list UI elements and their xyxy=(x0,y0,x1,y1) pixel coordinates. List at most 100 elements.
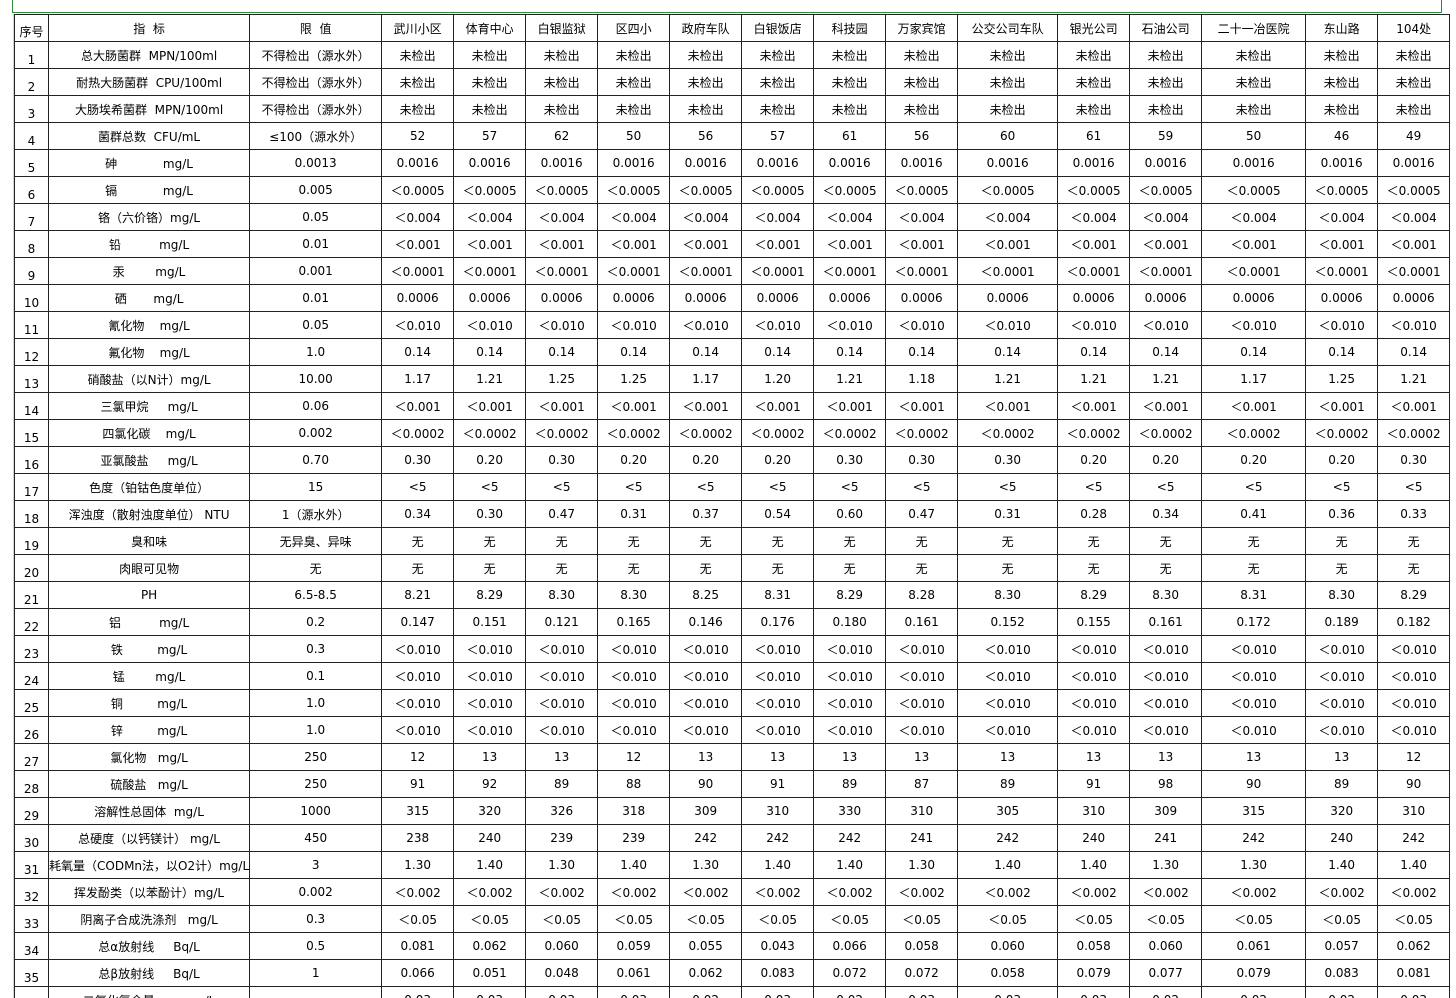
header-cell: 104处 xyxy=(1377,14,1451,42)
value-cell: 0.077 xyxy=(1129,959,1203,987)
value-cell: 13 xyxy=(1201,743,1307,771)
value-cell: 0.03 xyxy=(525,986,599,998)
value-cell: ＜0.0001 xyxy=(669,257,743,285)
value-cell: 8.30 xyxy=(1305,581,1379,609)
value-cell: 310 xyxy=(885,797,959,825)
row-number: 34 xyxy=(14,932,49,960)
limit: 0.001 xyxy=(249,257,383,285)
row-number: 5 xyxy=(14,149,49,177)
data-row: 2 耐热大肠菌群 CPU/100ml 不得检出（源水外） 未检出 未检出 未检出 未检出 未检… xyxy=(14,68,1451,96)
value-cell: 240 xyxy=(1305,824,1379,852)
value-cell: 1.40 xyxy=(453,851,527,879)
value-cell: 13 xyxy=(669,743,743,771)
value-cell: ＜0.001 xyxy=(453,230,527,258)
value-cell: ＜0.001 xyxy=(1305,230,1379,258)
row-number: 30 xyxy=(14,824,49,852)
value-cell: 未检出 xyxy=(741,68,815,96)
value-cell: 8.25 xyxy=(669,581,743,609)
value-cell: 0.0006 xyxy=(1377,284,1451,312)
value-cell: 0.066 xyxy=(381,959,455,987)
value-cell: 1.30 xyxy=(1201,851,1307,879)
value-cell: 0.062 xyxy=(453,932,527,960)
value-cell: ＜0.0001 xyxy=(885,257,959,285)
value-cell: ＜0.0002 xyxy=(741,419,815,447)
value-cell: 1.40 xyxy=(1057,851,1131,879)
value-cell: ＜0.010 xyxy=(957,689,1059,717)
value-cell: 无 xyxy=(1201,527,1307,555)
value-cell: ＜0.001 xyxy=(1201,392,1307,420)
header-cell: 石油公司 xyxy=(1129,14,1203,42)
value-cell: 1.40 xyxy=(957,851,1059,879)
row-number: 19 xyxy=(14,527,49,555)
value-cell: 0.30 xyxy=(525,446,599,474)
value-cell: ＜0.001 xyxy=(1129,392,1203,420)
value-cell: ＜0.004 xyxy=(453,203,527,231)
value-cell: <5 xyxy=(1129,473,1203,501)
value-cell: 未检出 xyxy=(525,68,599,96)
indicator: 锌 mg/L xyxy=(47,716,251,744)
data-row: 31 耗氧量（CODMn法，以O2计）mg/L 3 1.30 1.40 1.30 1.40 1… xyxy=(14,851,1451,879)
value-cell: 1.40 xyxy=(741,851,815,879)
value-cell: 90 xyxy=(669,770,743,798)
value-cell: ＜0.004 xyxy=(1129,203,1203,231)
value-cell: 8.29 xyxy=(453,581,527,609)
value-cell: ＜0.010 xyxy=(957,635,1059,663)
value-cell: 310 xyxy=(1057,797,1131,825)
header-row: 序号指 标限 值武川小区 体育中心 白银监狱 区四小 政府车队 白银饭店 科技园 万家宾馆 公交… xyxy=(14,14,1451,42)
row-number: 33 xyxy=(14,905,49,933)
value-cell: 未检出 xyxy=(1305,41,1379,69)
limit: 250 xyxy=(249,770,383,798)
value-cell: 12 xyxy=(381,743,455,771)
value-cell: 0.066 xyxy=(813,932,887,960)
value-cell: ＜0.0002 xyxy=(957,419,1059,447)
limit: 15 xyxy=(249,473,383,501)
header-cell: 武川小区 xyxy=(381,14,455,42)
limit: 0.06 xyxy=(249,392,383,420)
value-cell: 13 xyxy=(1305,743,1379,771)
value-cell: ＜0.010 xyxy=(1057,716,1131,744)
value-cell: ＜0.001 xyxy=(1305,392,1379,420)
value-cell: 未检出 xyxy=(453,41,527,69)
value-cell: 未检出 xyxy=(1129,68,1203,96)
value-cell: 无 xyxy=(1377,554,1451,582)
value-cell: 0.0006 xyxy=(381,284,455,312)
data-row: 36二氧化氯余量 mg/L0.030.030.030.030.020.030.0… xyxy=(14,986,1451,998)
value-cell: 90 xyxy=(1201,770,1307,798)
value-cell: 0.20 xyxy=(1057,446,1131,474)
value-cell: 0.0016 xyxy=(741,149,815,177)
value-cell: 0.54 xyxy=(741,500,815,528)
data-row: 19 臭和味 无异臭、异味无无无无无无无无无无无无无无 xyxy=(14,527,1451,555)
value-cell: ＜0.010 xyxy=(957,716,1059,744)
data-row: 14 三氯甲烷 mg/L 0.06 ＜0.001 ＜0.001 ＜0.001 ＜0.001 ＜… xyxy=(14,392,1451,420)
value-cell: ＜0.001 xyxy=(885,392,959,420)
value-cell: ＜0.010 xyxy=(453,689,527,717)
value-cell: ＜0.010 xyxy=(453,662,527,690)
value-cell: 91 xyxy=(1057,770,1131,798)
indicator: PH xyxy=(47,581,251,609)
value-cell: 1.17 xyxy=(669,365,743,393)
data-row: 32 挥发酚类（以苯酚计）mg/L 0.002 ＜0.002 ＜0.002 ＜0.002 ＜… xyxy=(14,878,1451,906)
value-cell: 无 xyxy=(885,554,959,582)
value-cell: ＜0.0005 xyxy=(1201,176,1307,204)
value-cell: 无 xyxy=(813,554,887,582)
value-cell: 无 xyxy=(525,527,599,555)
data-row: 15 四氯化碳 mg/L 0.002 ＜0.0002 ＜0.0002 ＜0.0002 ＜0.… xyxy=(14,419,1451,447)
value-cell: 309 xyxy=(669,797,743,825)
value-cell: 0.072 xyxy=(885,959,959,987)
value-cell: 240 xyxy=(1057,824,1131,852)
value-cell: ＜0.001 xyxy=(1377,230,1451,258)
value-cell: ＜0.010 xyxy=(1305,635,1379,663)
value-cell: 0.176 xyxy=(741,608,815,636)
value-cell: ＜0.001 xyxy=(1201,230,1307,258)
value-cell: ＜0.010 xyxy=(1305,311,1379,339)
value-cell: ＜0.001 xyxy=(1057,230,1131,258)
value-cell: ＜0.010 xyxy=(1129,716,1203,744)
value-cell: 1.18 xyxy=(885,365,959,393)
indicator: 耗氧量（CODMn法，以O2计）mg/L xyxy=(47,851,251,879)
value-cell: 0.0006 xyxy=(741,284,815,312)
value-cell: 无 xyxy=(669,527,743,555)
value-cell: 0.0006 xyxy=(525,284,599,312)
value-cell: ＜0.0001 xyxy=(1129,257,1203,285)
value-cell: ＜0.0001 xyxy=(453,257,527,285)
value-cell: 0.30 xyxy=(381,446,455,474)
